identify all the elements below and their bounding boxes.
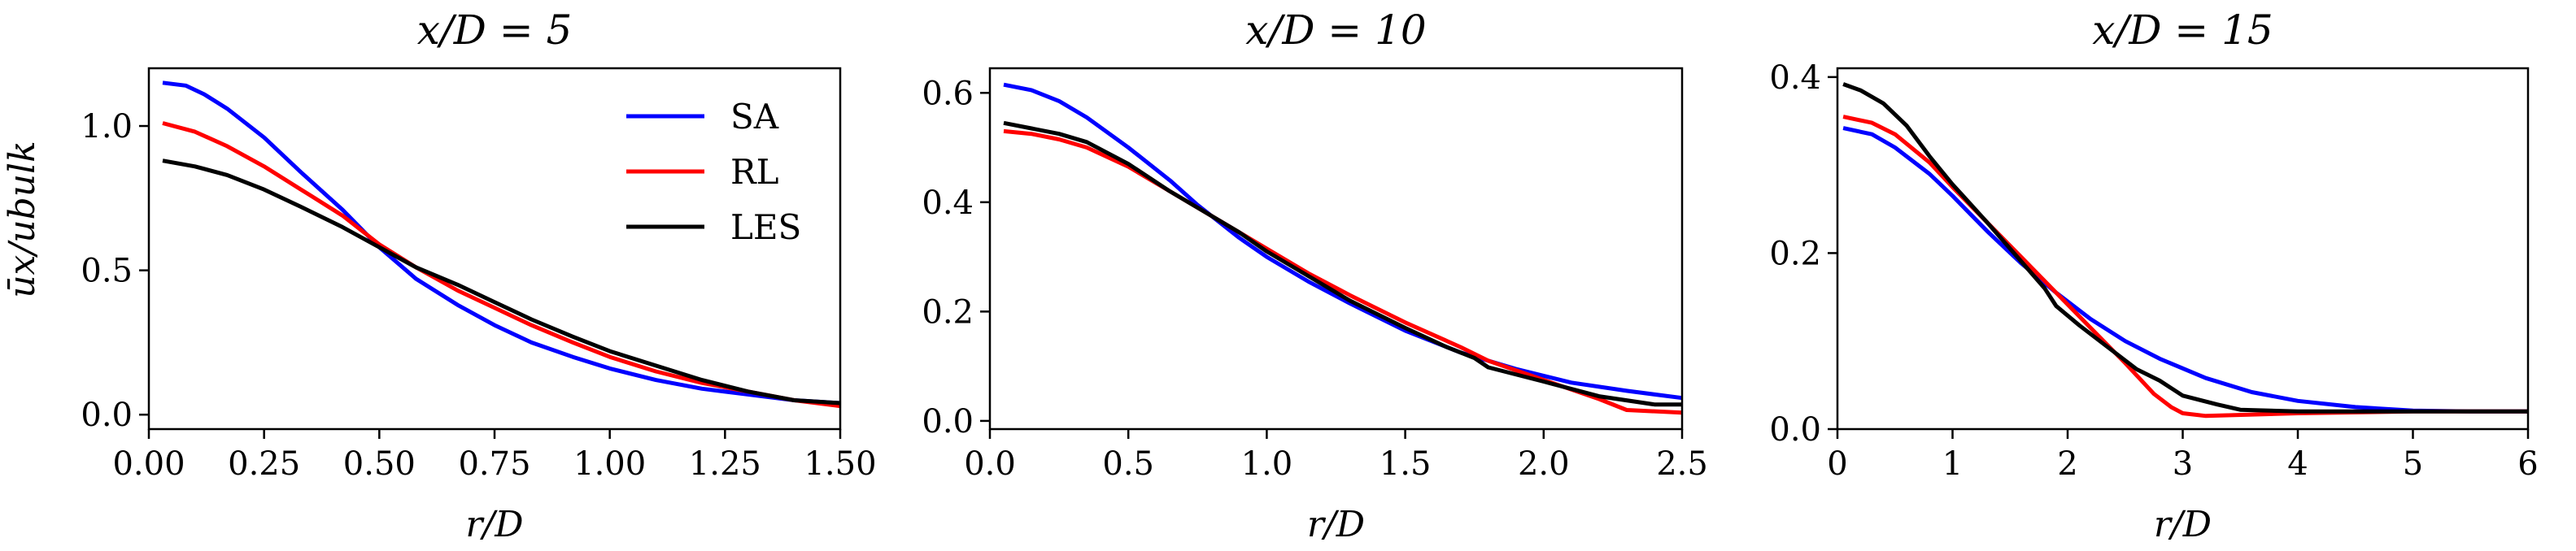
x-tick-label: 0.5 [1102,445,1154,483]
y-axis-label-text: ūx/ubulk [2,141,43,298]
legend: SA RL LES [626,97,801,247]
series-line-sa [1003,82,1683,401]
x-axis-label: r/D [2154,504,2212,545]
y-tick-label: 0.6 [922,75,974,112]
y-tick-label: 1.0 [81,108,133,145]
y-tick-label: 0.0 [1769,411,1821,449]
x-tick-label: 0.0 [964,445,1016,483]
x-tick-label: 1.00 [573,445,646,483]
y-tick-label: 0.5 [81,253,133,290]
x-tick-label: 0.00 [112,445,185,483]
legend-label-les: LES [730,207,801,247]
x-tick-label: 0.75 [458,445,530,483]
x-axis-label: r/D [1307,504,1365,545]
x-tick-label: 3 [2173,445,2193,483]
series-line-les [1003,120,1682,407]
x-tick-label: 0.50 [343,445,416,483]
y-tick-label: 0.2 [922,293,974,331]
axes-frame [988,67,1684,431]
panel-2: 0.0 0.5 1.0 1.5 2.0 2.5 0.0 0.2 0.4 0.6 x/D = 10 r/… [922,7,1707,545]
series-line-rl [162,121,841,409]
x-tick-label: 2 [2057,445,2077,483]
x-tick-label: 2.5 [1656,445,1708,483]
series-line-les [1842,82,2528,414]
legend-label-rl: RL [730,152,779,192]
legend-label-sa: SA [730,97,779,137]
panel-title: x/D = 5 [417,7,573,54]
y-tick-label: 0.4 [1769,59,1821,97]
x-tick-label: 1.0 [1241,445,1293,483]
x-tick-label: 1.50 [804,445,876,483]
x-tick-label: 1.5 [1380,445,1432,483]
series-line-rl [1842,115,2528,419]
x-tick-label: 4 [2287,445,2308,483]
panel-3: 0 1 2 3 4 5 6 0.0 0.2 0.4 x/D = 15 r/D [1769,7,2538,545]
axes-frame [1836,67,2530,431]
series-line-les [162,158,841,406]
x-tick-label: 2.0 [1518,445,1570,483]
x-tick-label: 1 [1942,445,1963,483]
panels: 0.00 0.25 0.50 0.75 1.00 1.25 1.500.00.51.0x/D… [81,7,2538,545]
x-tick-label: 0.25 [228,445,300,483]
x-tick-label: 5 [2403,445,2423,483]
x-tick-label: 1.25 [689,445,761,483]
y-tick-label: 0.0 [81,397,133,434]
y-tick-label: 0.0 [922,403,974,440]
x-tick-label: 6 [2517,445,2538,483]
panel-1: 0.00 0.25 0.50 0.75 1.00 1.25 1.50 0.0 0.5 1.0 x/D… [81,7,876,545]
y-axis-label: ūx/ubulk [2,141,43,298]
panel-title: x/D = 15 [2092,7,2273,54]
series-line-sa [1842,126,2528,414]
series-line-rl [1003,128,1683,415]
series-line-sa [162,80,841,406]
x-axis-label: r/D [465,504,523,545]
y-tick-label: 0.4 [922,184,974,222]
x-tick-label: 0 [1827,445,1847,483]
panel-title: x/D = 10 [1245,7,1426,54]
y-tick-label: 0.2 [1769,235,1821,272]
